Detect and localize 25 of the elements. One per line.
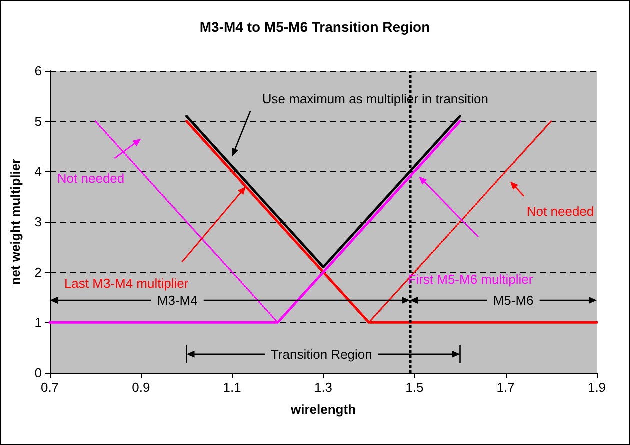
annotation: Last M3-M4 multiplier <box>64 276 190 291</box>
y-tick-label: 6 <box>34 64 42 78</box>
x-tick-label: 1.9 <box>588 380 606 395</box>
y-tick-label: 4 <box>34 164 42 180</box>
annotation: First M5-M6 multiplier <box>408 272 534 287</box>
y-tick-label: 3 <box>34 214 42 230</box>
annotation: Transition Region <box>270 346 372 362</box>
y-axis-title: net weight multiplier <box>8 158 23 286</box>
y-tick-label: 2 <box>34 264 42 280</box>
y-tick-label: 0 <box>34 366 42 380</box>
x-tick-label: 0.7 <box>40 380 60 395</box>
annotation: M3-M4 <box>157 293 198 308</box>
annotation: M5-M6 <box>493 293 534 308</box>
annotation: Not needed <box>57 171 125 186</box>
x-tick-label: 1.1 <box>223 380 242 395</box>
x-tick-label: 0.9 <box>132 380 150 395</box>
y-tick-label: 1 <box>34 315 42 330</box>
x-tick-label: 1.7 <box>496 380 515 395</box>
x-tick-label: 1.5 <box>406 380 424 395</box>
annotation: Not needed <box>526 204 594 219</box>
annotation: Use maximum as multiplier in transition <box>262 92 489 107</box>
x-tick-label: 1.3 <box>314 380 333 395</box>
x-axis-title: wirelength <box>290 402 356 417</box>
y-tick-label: 5 <box>34 114 42 129</box>
chart-title: M3-M4 to M5-M6 Transition Region <box>200 19 430 35</box>
